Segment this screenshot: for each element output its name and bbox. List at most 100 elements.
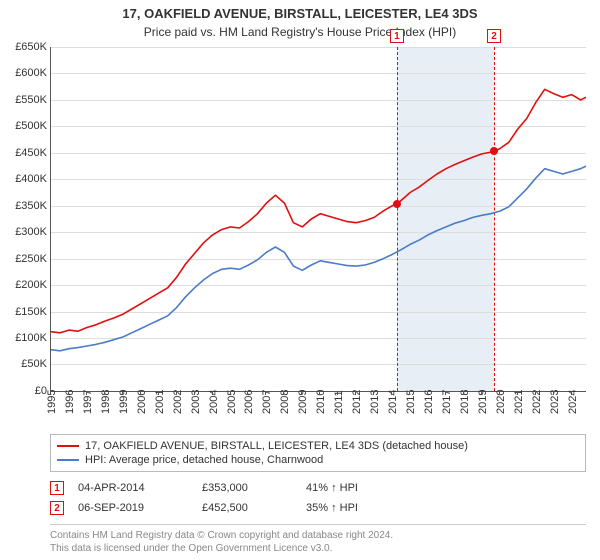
y-tick-label: £0: [1, 385, 47, 397]
sale-diff-vs-hpi: 41% ↑ HPI: [306, 482, 358, 494]
sale-row: 1 04-APR-2014 £353,000 41% ↑ HPI: [50, 478, 586, 498]
x-tick-label: 1999: [118, 389, 130, 413]
x-tick-label: 2017: [441, 389, 453, 413]
sale-row-number: 2: [50, 501, 64, 515]
x-tick-label: 2010: [315, 389, 327, 413]
x-tick-label: 2013: [369, 389, 381, 413]
legend-label: HPI: Average price, detached house, Char…: [85, 454, 323, 466]
y-tick-label: £350K: [1, 200, 47, 212]
x-tick-mark: [176, 391, 177, 395]
x-tick-mark: [445, 391, 446, 395]
x-tick-label: 2000: [136, 389, 148, 413]
y-tick-label: £600K: [1, 67, 47, 79]
sales-table: 104-APR-2014£353,00041% ↑ HPI206-SEP-201…: [50, 478, 586, 518]
sale-price: £353,000: [202, 482, 292, 494]
x-axis-ticks: 1995199619971998199920002001200220032004…: [50, 392, 586, 432]
x-tick-mark: [122, 391, 123, 395]
x-tick-mark: [553, 391, 554, 395]
x-tick-label: 2024: [567, 389, 579, 413]
footer-line2: This data is licensed under the Open Gov…: [50, 542, 586, 555]
y-tick-label: £450K: [1, 147, 47, 159]
x-tick-label: 2003: [190, 389, 202, 413]
x-tick-label: 2012: [351, 389, 363, 413]
x-tick-label: 2002: [172, 389, 184, 413]
x-tick-mark: [391, 391, 392, 395]
y-tick-label: £300K: [1, 226, 47, 238]
x-tick-label: 1997: [82, 389, 94, 413]
legend-swatch: [57, 459, 79, 461]
x-tick-label: 2007: [261, 389, 273, 413]
x-tick-label: 1998: [100, 389, 112, 413]
x-tick-mark: [158, 391, 159, 395]
x-tick-mark: [337, 391, 338, 395]
x-tick-label: 2018: [459, 389, 471, 413]
y-tick-label: £500K: [1, 120, 47, 132]
y-tick-label: £400K: [1, 173, 47, 185]
x-tick-mark: [571, 391, 572, 395]
legend-row: 17, OAKFIELD AVENUE, BIRSTALL, LEICESTER…: [57, 439, 579, 453]
x-tick-mark: [104, 391, 105, 395]
sale-marker-box: 1: [390, 29, 404, 43]
x-tick-mark: [265, 391, 266, 395]
y-tick-label: £150K: [1, 306, 47, 318]
x-tick-mark: [517, 391, 518, 395]
y-tick-label: £650K: [1, 41, 47, 53]
page-subtitle: Price paid vs. HM Land Registry's House …: [0, 23, 600, 43]
x-tick-mark: [283, 391, 284, 395]
x-tick-label: 2020: [495, 389, 507, 413]
series-svg: [51, 47, 586, 391]
x-tick-label: 2006: [243, 389, 255, 413]
page-title: 17, OAKFIELD AVENUE, BIRSTALL, LEICESTER…: [0, 0, 600, 23]
sale-row: 206-SEP-2019£452,50035% ↑ HPI: [50, 498, 586, 518]
x-tick-mark: [230, 391, 231, 395]
x-tick-mark: [194, 391, 195, 395]
x-tick-mark: [535, 391, 536, 395]
x-tick-mark: [499, 391, 500, 395]
x-tick-mark: [301, 391, 302, 395]
x-tick-mark: [463, 391, 464, 395]
x-tick-label: 2021: [513, 389, 525, 413]
x-tick-label: 2001: [154, 389, 166, 413]
x-tick-label: 1995: [46, 389, 58, 413]
x-tick-mark: [373, 391, 374, 395]
y-tick-label: £100K: [1, 332, 47, 344]
x-tick-mark: [247, 391, 248, 395]
x-tick-label: 2022: [531, 389, 543, 413]
x-tick-label: 2014: [387, 389, 399, 413]
y-tick-label: £50K: [1, 358, 47, 370]
y-tick-label: £200K: [1, 279, 47, 291]
y-tick-label: £250K: [1, 253, 47, 265]
x-tick-mark: [355, 391, 356, 395]
sale-date: 04-APR-2014: [78, 482, 188, 494]
series-property: [51, 89, 586, 332]
chart-container: 17, OAKFIELD AVENUE, BIRSTALL, LEICESTER…: [0, 0, 600, 560]
x-tick-mark: [140, 391, 141, 395]
x-tick-mark: [481, 391, 482, 395]
x-tick-label: 2023: [549, 389, 561, 413]
legend-label: 17, OAKFIELD AVENUE, BIRSTALL, LEICESTER…: [85, 440, 468, 452]
series-hpi: [51, 166, 586, 351]
x-tick-label: 2005: [226, 389, 238, 413]
sale-price: £452,500: [202, 502, 292, 514]
x-tick-mark: [50, 391, 51, 395]
x-tick-mark: [212, 391, 213, 395]
x-tick-label: 2016: [423, 389, 435, 413]
x-tick-label: 2011: [333, 390, 345, 414]
sale-row-number: 1: [50, 481, 64, 495]
sale-datapoint: [490, 147, 498, 155]
y-tick-label: £550K: [1, 94, 47, 106]
footer-attribution: Contains HM Land Registry data © Crown c…: [50, 524, 586, 555]
x-tick-label: 2019: [477, 389, 489, 413]
sale-diff-vs-hpi: 35% ↑ HPI: [306, 502, 358, 514]
sale-marker-box: 2: [487, 29, 501, 43]
x-tick-mark: [427, 391, 428, 395]
plot-area: £0£50K£100K£150K£200K£250K£300K£350K£400…: [50, 47, 586, 392]
sale-datapoint: [393, 200, 401, 208]
legend-row: HPI: Average price, detached house, Char…: [57, 453, 579, 467]
legend-swatch: [57, 445, 79, 447]
x-tick-mark: [319, 391, 320, 395]
footer-line1: Contains HM Land Registry data © Crown c…: [50, 529, 586, 542]
x-tick-mark: [68, 391, 69, 395]
x-tick-mark: [409, 391, 410, 395]
x-tick-label: 1996: [64, 389, 76, 413]
